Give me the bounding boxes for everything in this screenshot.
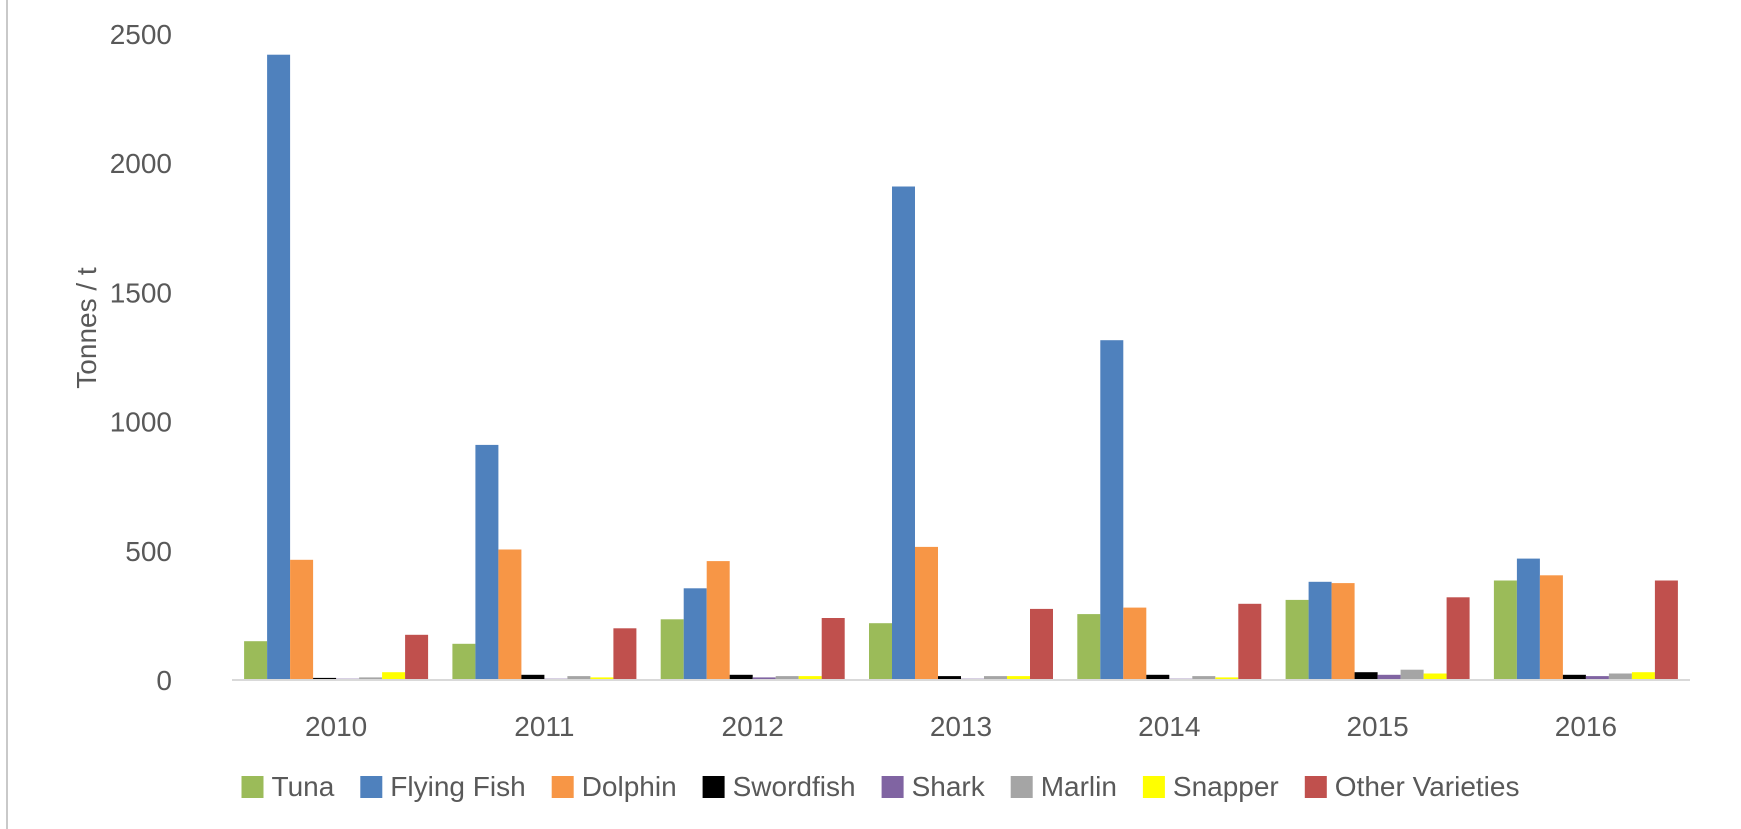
legend-swatch [882, 776, 904, 798]
legend-item-shark: Shark [882, 771, 986, 802]
bar-tuna-2011 [452, 644, 475, 680]
legend-label: Other Varieties [1335, 771, 1520, 802]
bar-dolphin-2014 [1123, 608, 1146, 680]
bar-snapper-2016 [1632, 672, 1655, 680]
legend-label: Marlin [1041, 771, 1117, 802]
legend-label: Shark [912, 771, 986, 802]
bar-flying-fish-2011 [475, 445, 498, 680]
bar-tuna-2016 [1494, 581, 1517, 681]
legend-label: Tuna [272, 771, 335, 802]
legend: Tuna Flying Fish Dolphin Swordfish Shark Marl… [242, 771, 1520, 802]
bar-flying-fish-2012 [684, 588, 707, 680]
bar-dolphin-2010 [290, 560, 313, 680]
bar-dolphin-2012 [707, 561, 730, 680]
legend-swatch [1305, 776, 1327, 798]
legend-item-flying-fish: Flying Fish [360, 771, 525, 802]
x-tick-label: 2016 [1555, 711, 1617, 742]
legend-label: Snapper [1173, 771, 1279, 802]
bar-other-varieties-2011 [613, 628, 636, 680]
y-tick-label: 500 [125, 536, 172, 567]
bar-dolphin-2013 [915, 547, 938, 680]
legend-swatch [552, 776, 574, 798]
legend-item-snapper: Snapper [1143, 771, 1279, 802]
y-tick-label: 1000 [110, 407, 172, 438]
bar-other-varieties-2013 [1030, 609, 1053, 680]
x-tick-label: 2014 [1138, 711, 1200, 742]
bar-snapper-2010 [382, 672, 405, 680]
bar-flying-fish-2014 [1100, 340, 1123, 680]
legend-label: Swordfish [733, 771, 856, 802]
bar-flying-fish-2010 [267, 55, 290, 680]
bar-tuna-2013 [869, 623, 892, 680]
bar-other-varieties-2012 [822, 618, 845, 680]
bar-series-group [244, 55, 1678, 680]
bar-other-varieties-2016 [1655, 581, 1678, 681]
legend-item-other-varieties: Other Varieties [1305, 771, 1520, 802]
legend-swatch [242, 776, 264, 798]
bar-other-varieties-2015 [1447, 597, 1470, 680]
x-tick-label: 2013 [930, 711, 992, 742]
legend-item-tuna: Tuna [242, 771, 335, 802]
x-tick-label: 2010 [305, 711, 367, 742]
bar-dolphin-2016 [1540, 575, 1563, 680]
x-axis-labels: 2010 2011 2012 2013 2014 2015 2016 [305, 711, 1617, 742]
legend-label: Flying Fish [390, 771, 525, 802]
bar-dolphin-2015 [1332, 583, 1355, 680]
y-axis-title: Tonnes / t [71, 267, 102, 389]
bar-other-varieties-2010 [405, 635, 428, 680]
y-tick-label: 1500 [110, 277, 172, 308]
legend-item-marlin: Marlin [1011, 771, 1117, 802]
legend-swatch [1143, 776, 1165, 798]
legend-swatch [360, 776, 382, 798]
legend-label: Dolphin [582, 771, 677, 802]
bar-tuna-2014 [1077, 614, 1100, 680]
bar-other-varieties-2014 [1238, 604, 1261, 680]
x-tick-label: 2011 [514, 711, 574, 742]
bar-swordfish-2015 [1355, 672, 1378, 680]
y-tick-label: 2500 [110, 19, 172, 50]
bar-flying-fish-2016 [1517, 559, 1540, 680]
x-tick-label: 2012 [722, 711, 784, 742]
bar-marlin-2015 [1401, 670, 1424, 680]
bar-tuna-2010 [244, 641, 267, 680]
legend-item-dolphin: Dolphin [552, 771, 677, 802]
legend-swatch [1011, 776, 1033, 798]
x-tick-label: 2015 [1346, 711, 1408, 742]
y-tick-label: 2000 [110, 148, 172, 179]
bar-dolphin-2011 [498, 550, 521, 681]
bar-tuna-2012 [661, 619, 684, 680]
y-axis-ticks: 0 500 1000 1500 2000 2500 [110, 19, 172, 696]
bar-flying-fish-2015 [1309, 582, 1332, 680]
legend-swatch [703, 776, 725, 798]
y-tick-label: 0 [156, 665, 172, 696]
legend-item-swordfish: Swordfish [703, 771, 856, 802]
bar-tuna-2015 [1286, 600, 1309, 680]
bar-flying-fish-2013 [892, 187, 915, 681]
